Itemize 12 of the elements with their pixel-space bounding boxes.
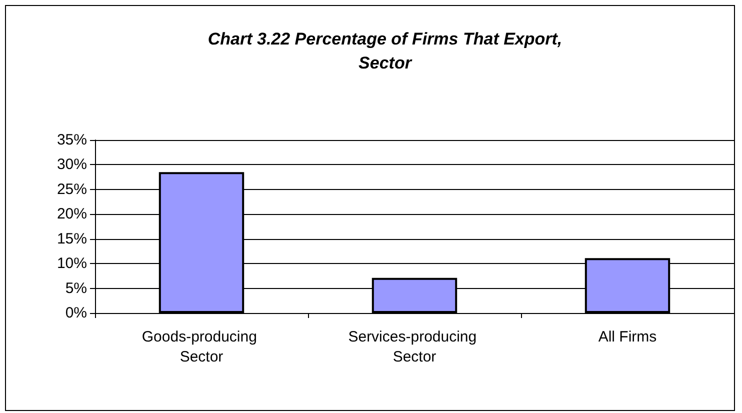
x-tick-label: Services-producing Sector <box>348 328 481 366</box>
y-tick-label: 25% <box>56 180 87 198</box>
x-tick-label: All Firms <box>598 328 657 346</box>
y-tick-label: 20% <box>56 206 87 223</box>
y-tick-label: 35% <box>56 132 87 148</box>
y-tick-label: 5% <box>65 280 87 297</box>
y-tick-label: 10% <box>56 255 87 272</box>
y-tick-label: 15% <box>56 230 87 248</box>
x-tick-label: Goods-producing Sector <box>142 328 262 366</box>
y-tick-label: 0% <box>65 304 87 322</box>
chart-title: Chart 3.22 Percentage of Firms That Export, Sector <box>208 30 562 72</box>
y-tick-label: 30% <box>56 156 87 174</box>
